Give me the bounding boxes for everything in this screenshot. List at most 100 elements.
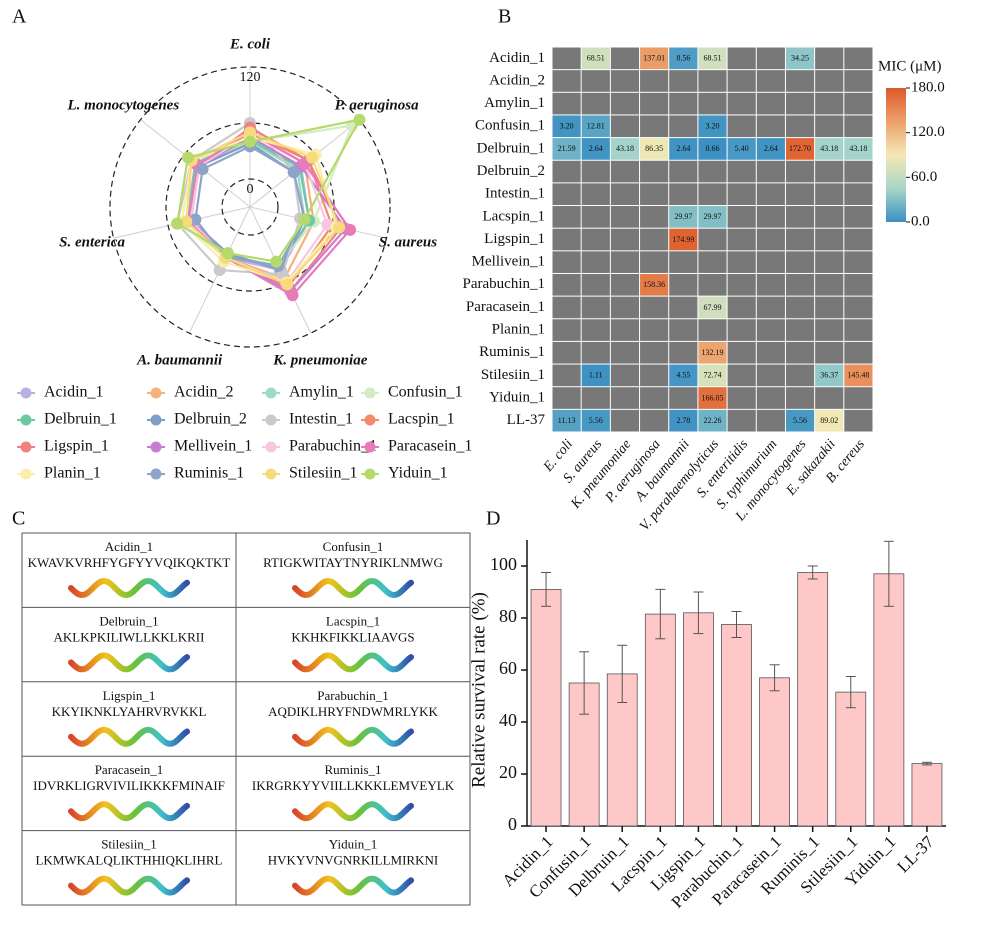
row-label: Intestin_1 [485, 186, 545, 202]
heatmap-cell [815, 364, 844, 387]
cell-label: 68.51 [587, 54, 605, 63]
empty-cell [785, 364, 815, 387]
empty-cell [756, 206, 785, 228]
legend-label: Acidin_1 [44, 384, 104, 401]
heatmap-cell [698, 409, 727, 432]
empty-cell [815, 92, 844, 115]
heatmap-cell [669, 409, 698, 432]
peptide-name: Lacspin_1 [326, 613, 380, 628]
cell-label: 34.25 [791, 54, 809, 63]
cell-label: 137.01 [643, 54, 665, 63]
heatmap-cell [552, 115, 581, 138]
empty-cell [610, 183, 640, 206]
legend-marker [364, 387, 376, 399]
empty-cell [640, 296, 669, 319]
legend-marker [20, 441, 32, 453]
heatmap-cell [698, 115, 727, 138]
empty-cell [552, 228, 581, 251]
legend-marker [20, 387, 32, 399]
heatmap-cell [669, 47, 698, 70]
empty-cell [669, 92, 698, 115]
empty-cell [640, 70, 669, 92]
empty-cell [669, 296, 698, 319]
axis-label: E. coli [229, 36, 271, 52]
table-frame [21, 532, 471, 906]
helix [292, 875, 414, 896]
helix [68, 875, 190, 896]
peptide-sequence: KWAVKVRHFYGFYYVQIKQKTKT [28, 555, 231, 570]
empty-cell [727, 364, 756, 387]
cell-label: 4.55 [676, 371, 690, 380]
row-label: Ruminis_1 [479, 344, 545, 360]
empty-cell [552, 70, 581, 92]
heatmap-cell [581, 47, 610, 70]
cell-label: 29.97 [674, 212, 692, 221]
empty-cell [581, 296, 610, 319]
helix [292, 652, 414, 673]
series-point [287, 166, 300, 179]
peptide-name: Yiduin_1 [329, 837, 377, 852]
empty-cell [610, 409, 640, 432]
row-label: Stilesiin_1 [481, 367, 545, 383]
peptide-name: Acidin_1 [105, 539, 153, 554]
peptide-sequence: RTIGKWITAYTNYRIKLNMWG [263, 555, 443, 570]
y-tick-label: 80 [499, 606, 517, 626]
series-point [181, 151, 194, 164]
y-axis-label: Relative survival rate (%) [468, 592, 489, 788]
empty-cell [552, 319, 581, 341]
heatmap-cell [844, 364, 873, 387]
legend-label: Paracasein_1 [388, 438, 472, 455]
empty-cell [844, 92, 873, 115]
legend-marker [364, 468, 376, 480]
empty-cell [581, 206, 610, 228]
legend-label: Delbruin_2 [174, 411, 247, 428]
empty-cell [552, 160, 581, 183]
empty-cell [552, 296, 581, 319]
axis-label: S. enterica [59, 234, 125, 250]
row-label: Planin_1 [492, 322, 545, 338]
empty-cell [785, 228, 815, 251]
helix [292, 578, 414, 598]
empty-cell [756, 341, 785, 364]
heatmap-cell [581, 138, 610, 160]
empty-cell [669, 183, 698, 206]
y-tick-label: 20 [499, 762, 517, 782]
empty-cell [756, 296, 785, 319]
empty-cell [640, 364, 669, 387]
cell-label: 86.35 [645, 144, 663, 153]
heatmap-cell [552, 138, 581, 160]
empty-cell [844, 115, 873, 138]
legend-label: Ruminis_1 [174, 465, 244, 482]
empty-cell [727, 296, 756, 319]
empty-cell [610, 47, 640, 70]
peptide-name: Parabuchin_1 [317, 688, 388, 703]
series-point [244, 126, 256, 139]
cell-label: 67.99 [704, 303, 722, 312]
empty-cell [727, 183, 756, 206]
row-label: Delbruin_2 [477, 163, 545, 179]
panel-label: D [486, 508, 500, 530]
empty-cell [844, 47, 873, 70]
empty-cell [581, 319, 610, 341]
empty-cell [844, 409, 873, 432]
empty-cell [815, 251, 844, 273]
y-tick-label: 40 [499, 710, 517, 730]
heatmap-cell [727, 138, 756, 160]
legend-label: Mellivein_1 [174, 438, 252, 455]
row-label: Amylin_1 [484, 95, 545, 111]
empty-cell [844, 387, 873, 409]
legend-label: Acidin_2 [174, 384, 234, 401]
y-tick-label: 60 [499, 658, 517, 678]
heatmap-cell [669, 206, 698, 228]
r-tick-label: 0 [247, 182, 254, 197]
helix [68, 801, 190, 822]
empty-cell [610, 115, 640, 138]
legend-label: Confusin_1 [388, 384, 463, 401]
series-point [344, 223, 357, 236]
heatmap-cell [698, 206, 727, 228]
cell-label: 29.97 [704, 212, 722, 221]
peptide-name: Ligspin_1 [103, 688, 156, 703]
series-point [189, 213, 202, 226]
legend-marker [150, 414, 162, 426]
cell-label: 43.18 [616, 144, 634, 153]
